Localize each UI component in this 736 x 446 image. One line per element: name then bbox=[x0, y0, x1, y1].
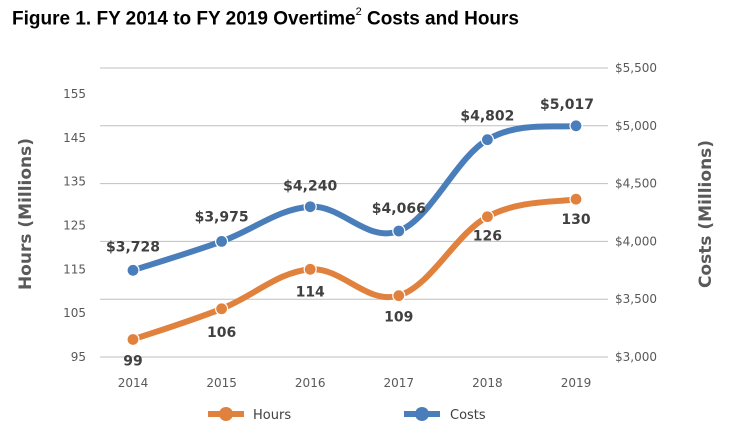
legend: Hours Costs bbox=[208, 407, 486, 423]
data-point-costs bbox=[480, 133, 494, 147]
data-label-hours: 99 bbox=[123, 353, 142, 369]
data-point-costs bbox=[215, 234, 229, 248]
data-label-costs: $3,728 bbox=[106, 239, 160, 255]
y-right-tick-label: $5,000 bbox=[615, 119, 657, 133]
y-left-tick-label: 115 bbox=[63, 262, 86, 276]
data-labels: 99 106 114 109 126 130 $3,728 $3,975 $4,240 $4,06… bbox=[106, 97, 594, 370]
data-point-costs bbox=[392, 224, 406, 238]
chart-title-superscript: 2 bbox=[355, 6, 362, 18]
y-right-tick-label: $3,500 bbox=[615, 292, 657, 306]
data-label-hours: 109 bbox=[384, 310, 413, 326]
data-label-hours: 114 bbox=[296, 284, 325, 300]
chart-title: Figure 1. FY 2014 to FY 2019 Overtime2 C… bbox=[12, 6, 732, 30]
data-label-costs: $5,017 bbox=[540, 97, 594, 113]
data-point-hours bbox=[215, 302, 229, 316]
chart-title-rest: Costs and Hours bbox=[361, 8, 520, 30]
y-left-tick-label: 125 bbox=[63, 219, 86, 233]
x-tick-label: 2018 bbox=[472, 376, 503, 390]
legend-label-hours: Hours bbox=[253, 408, 291, 423]
y-axis-right-title: Costs (Millions) bbox=[696, 140, 716, 288]
data-label-hours: 106 bbox=[207, 325, 236, 341]
y-right-tick-label: $3,000 bbox=[615, 350, 657, 364]
series-points bbox=[126, 119, 583, 347]
data-point-hours bbox=[126, 332, 140, 347]
data-label-costs: $4,802 bbox=[460, 109, 514, 125]
y-left-tick-label: 145 bbox=[63, 131, 86, 145]
y-right-tick-label: $4,500 bbox=[615, 177, 657, 191]
data-point-costs bbox=[126, 263, 140, 277]
chart-title-main: Figure 1. FY 2014 to FY 2019 Overtime bbox=[12, 8, 356, 30]
y-left-tick-label: 95 bbox=[71, 350, 86, 364]
data-point-hours bbox=[569, 192, 583, 206]
data-point-hours bbox=[392, 289, 406, 303]
data-point-costs bbox=[303, 200, 317, 214]
y-right-tick-label: $4,000 bbox=[615, 234, 657, 248]
y-right-tick-label: $5,500 bbox=[615, 61, 657, 75]
x-tick-label: 2017 bbox=[384, 376, 415, 390]
x-tick-label: 2015 bbox=[206, 376, 237, 390]
x-tick-label: 2019 bbox=[561, 376, 592, 390]
y-axis-left-title: Hours (Millions) bbox=[16, 138, 36, 290]
data-label-costs: $4,240 bbox=[283, 179, 337, 195]
x-tick-label: 2014 bbox=[118, 376, 149, 390]
data-label-costs: $3,975 bbox=[195, 209, 249, 225]
series-line-costs bbox=[130, 122, 579, 274]
data-point-hours bbox=[480, 210, 494, 224]
y-left-tick-label: 105 bbox=[63, 306, 86, 320]
data-point-hours bbox=[303, 262, 317, 276]
y-left-tick-label: 155 bbox=[63, 87, 86, 101]
legend-marker-costs bbox=[415, 407, 429, 421]
legend-marker-hours bbox=[219, 407, 233, 421]
x-tick-label: 2016 bbox=[295, 376, 326, 390]
series-lines bbox=[130, 122, 579, 343]
data-label-costs: $4,066 bbox=[372, 201, 426, 217]
data-label-hours: 126 bbox=[473, 229, 502, 245]
data-point-costs bbox=[569, 119, 583, 133]
gridlines bbox=[100, 67, 608, 358]
y-left-tick-label: 135 bbox=[63, 175, 86, 189]
legend-label-costs: Costs bbox=[450, 408, 486, 423]
data-label-hours: 130 bbox=[561, 212, 590, 228]
axis-ticks: $3,000 $3,500 $4,000 $4,500 $5,000 $5,500 95 10… bbox=[63, 61, 657, 390]
